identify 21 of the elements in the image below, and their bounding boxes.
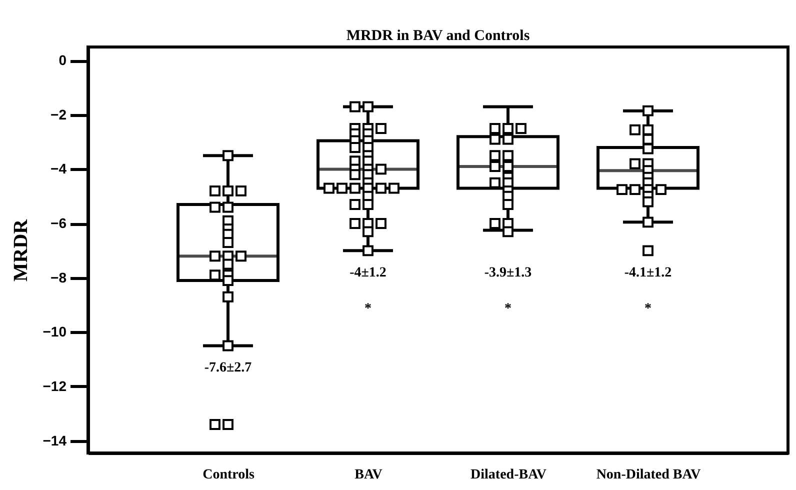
x-tick-label: Controls bbox=[202, 468, 255, 482]
annotation: * bbox=[364, 302, 372, 317]
y-tick-label: −8 bbox=[50, 269, 67, 286]
chart-title: MRDR in BAV and Controls bbox=[346, 28, 530, 44]
x-tick-label: Non-Dilated BAV bbox=[596, 468, 701, 482]
y-tick-label: −6 bbox=[50, 215, 67, 232]
y-tick-label: 0 bbox=[58, 52, 67, 68]
annotation: -7.6±2.7 bbox=[204, 360, 252, 376]
annotation: -3.9±1.3 bbox=[484, 266, 532, 281]
annotation: * bbox=[644, 302, 652, 317]
y-tick-label: −2 bbox=[50, 106, 67, 122]
annotation: -4.1±1.2 bbox=[624, 266, 672, 281]
x-tick-label: BAV bbox=[354, 468, 382, 482]
annotation: -4±1.2 bbox=[350, 266, 386, 281]
x-tick-label: Dilated-BAV bbox=[470, 468, 546, 482]
y-tick-label: −14 bbox=[42, 432, 67, 448]
y-tick-label: −12 bbox=[42, 378, 67, 394]
annotation: * bbox=[504, 302, 512, 317]
y-tick-label: −4 bbox=[50, 160, 67, 177]
y-axis-title: MRDR bbox=[10, 218, 32, 282]
y-tick-label: −10 bbox=[42, 324, 67, 340]
